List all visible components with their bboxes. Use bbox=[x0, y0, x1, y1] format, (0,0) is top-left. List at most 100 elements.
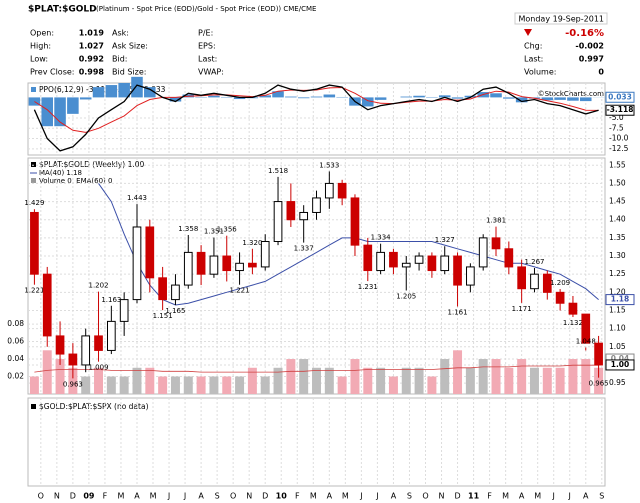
low-label: 0.965 bbox=[589, 380, 609, 388]
y-tick-label: 1.55 bbox=[609, 160, 626, 169]
quote-value: 1.027 bbox=[79, 42, 104, 51]
low-label: 1.337 bbox=[294, 245, 314, 253]
volume-bar bbox=[350, 359, 360, 394]
x-tick-label: N bbox=[54, 492, 60, 501]
high-label: 1.320 bbox=[242, 239, 262, 247]
ppo-histogram-bar bbox=[54, 97, 66, 127]
volume-bar bbox=[119, 376, 129, 394]
ppo-histogram-bar bbox=[541, 97, 554, 101]
quote-label: P/E: bbox=[198, 29, 213, 38]
high-label: 1.518 bbox=[268, 167, 288, 175]
x-tick-label: S bbox=[599, 492, 604, 501]
candle-body bbox=[568, 302, 578, 315]
high-label: 1.209 bbox=[550, 279, 570, 287]
volume-bar bbox=[158, 376, 168, 394]
lower-legend-icon bbox=[31, 404, 36, 409]
ppo-histogram-bar bbox=[272, 91, 284, 98]
x-tick-label: J bbox=[568, 492, 571, 501]
high-label: 1.358 bbox=[178, 225, 198, 233]
candle-body bbox=[196, 251, 206, 275]
quote-label: Low: bbox=[30, 55, 48, 64]
value-box-label: 0.033 bbox=[608, 92, 632, 101]
ppo-legend-icon bbox=[31, 87, 36, 92]
y-tick-label: -12.5 bbox=[609, 144, 629, 153]
ppo-histogram-bar bbox=[323, 94, 336, 98]
y-tick-label: -5.0 bbox=[609, 113, 624, 122]
high-label: 1.381 bbox=[486, 217, 506, 225]
y-tick-label: 1.15 bbox=[609, 305, 626, 314]
y-tick-label: 0.95 bbox=[609, 378, 626, 387]
quote-value: 0.992 bbox=[79, 55, 104, 64]
candle-body bbox=[312, 197, 321, 213]
volume-bar bbox=[247, 367, 257, 394]
ppo-histogram-bar bbox=[297, 97, 310, 99]
x-tick-label: F bbox=[103, 492, 108, 501]
x-tick-label: D bbox=[262, 492, 268, 501]
low-label: 1.165 bbox=[165, 307, 185, 315]
y-tick-label: 1.20 bbox=[609, 287, 626, 296]
ppo-histogram-bar bbox=[233, 97, 246, 100]
quote-label: High: bbox=[30, 42, 51, 51]
x-tick-label: M bbox=[534, 492, 541, 501]
x-tick-label: J bbox=[183, 492, 186, 501]
ppo-histogram-bar bbox=[118, 83, 130, 98]
candle-body bbox=[350, 197, 360, 246]
high-label: 1.356 bbox=[217, 226, 238, 234]
y-tick-label: 1.50 bbox=[609, 178, 626, 187]
quote-label: Ask: bbox=[112, 29, 129, 38]
candle-body bbox=[119, 299, 129, 322]
x-tick-label: J bbox=[552, 492, 555, 501]
ma-legend: MA(40) 1.18 bbox=[39, 169, 82, 177]
x-tick-label: M bbox=[150, 492, 157, 501]
candle-body bbox=[42, 273, 52, 337]
volume-bar bbox=[145, 367, 155, 394]
x-tick-label: J bbox=[167, 492, 170, 501]
x-tick-label: O bbox=[230, 492, 236, 501]
y-tick-label: 1.45 bbox=[609, 197, 626, 206]
ppo-histogram-bar bbox=[362, 97, 374, 107]
candle-body bbox=[389, 251, 398, 268]
x-tick-label: D bbox=[70, 492, 76, 501]
down-arrow bbox=[524, 29, 532, 36]
high-label: 1.429 bbox=[24, 199, 44, 207]
value-box-label: 1.00 bbox=[611, 360, 630, 369]
candle-body bbox=[555, 291, 565, 304]
y-tick-label: 1.30 bbox=[609, 251, 626, 260]
candle-body bbox=[158, 277, 167, 301]
quote-label: Last: bbox=[198, 55, 217, 64]
y-tick-label: 0.06 bbox=[7, 337, 24, 346]
y-tick-label: 1.40 bbox=[609, 215, 626, 224]
volume-bar bbox=[517, 359, 527, 394]
x-tick-label: A bbox=[391, 492, 397, 501]
stat-label: Volume: bbox=[524, 68, 556, 77]
x-tick-label: M bbox=[118, 492, 125, 501]
volume-bar bbox=[324, 367, 334, 394]
candle-body bbox=[363, 244, 373, 272]
quote-label: Bid Size: bbox=[112, 68, 146, 77]
x-tick-label: J bbox=[375, 492, 378, 501]
ppo-histogram-bar bbox=[285, 96, 297, 98]
ppo-histogram-bar bbox=[503, 97, 515, 99]
volume-bar bbox=[273, 367, 283, 394]
ppo-histogram-bar bbox=[67, 97, 79, 114]
ppo-histogram-bar bbox=[144, 87, 156, 98]
ppo-histogram-bar bbox=[105, 85, 118, 98]
candle-body bbox=[260, 241, 270, 268]
ppo-histogram-bar bbox=[451, 97, 464, 99]
volume-bar bbox=[491, 359, 501, 394]
ppo-histogram-bar bbox=[579, 97, 592, 102]
lower-panel bbox=[27, 397, 606, 487]
chart-subtitle: (Platinum - Spot Price (EOD)/Gold - Spot… bbox=[96, 5, 316, 13]
candle-body bbox=[440, 255, 450, 272]
ppo-histogram-bar bbox=[259, 95, 271, 98]
y-tick-label: 0.02 bbox=[7, 372, 24, 381]
ppo-histogram-bar bbox=[92, 87, 105, 98]
volume-bar bbox=[68, 367, 78, 394]
volume-bar bbox=[299, 359, 309, 394]
ppo-histogram-bar bbox=[438, 95, 451, 98]
volume-bar bbox=[337, 376, 347, 394]
quote-value: 1.019 bbox=[79, 29, 105, 38]
ppo-histogram-bar bbox=[169, 97, 182, 102]
candle-body bbox=[299, 211, 309, 221]
chart-title: $PLAT:$GOLD bbox=[28, 5, 97, 15]
